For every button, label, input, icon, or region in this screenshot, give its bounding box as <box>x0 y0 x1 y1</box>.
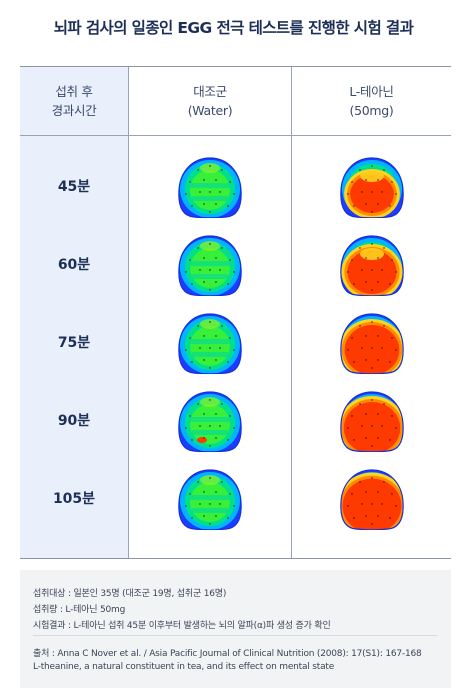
time-column <box>20 67 129 558</box>
header-theanine-line2: (50mg) <box>349 103 394 118</box>
theanine-brain-map <box>340 313 404 374</box>
control-brain-map <box>178 157 242 218</box>
row-time-label: 45분 <box>57 179 91 195</box>
note-source-title: L-theanine, a natural constituent in tea… <box>33 662 335 672</box>
control-brain-map <box>178 235 242 296</box>
note-divider <box>33 635 438 636</box>
note-subjects: 섭취대상 : 일본인 35명 (대조군 19명, 섭취군 16명) <box>33 589 227 599</box>
header-theanine: L-테아닌 (50mg) <box>292 67 451 135</box>
table-row: 75분 <box>20 303 451 381</box>
header-time-line2: 경과시간 <box>51 103 97 118</box>
theanine-brain-map <box>340 235 404 296</box>
row-time-label: 90분 <box>57 413 91 429</box>
header-divider <box>20 135 451 136</box>
row-time-label: 105분 <box>52 491 96 507</box>
note-dose: 섭취량 : L-테아닌 50mg <box>33 605 126 615</box>
page-title: 뇌파 검사의 일종인 EGG 전극 테스트를 진행한 시험 결과 <box>53 19 414 37</box>
column-divider <box>291 67 292 558</box>
control-brain-map <box>178 391 242 452</box>
study-notes: 섭취대상 : 일본인 35명 (대조군 19명, 섭취군 16명) 섭취량 : … <box>20 570 451 688</box>
row-time-label: 75분 <box>57 335 91 351</box>
table-row: 90분 <box>20 381 451 459</box>
row-time-label: 60분 <box>57 257 91 273</box>
header-elapsed-time: 섭취 후 경과시간 <box>20 67 128 135</box>
table-row: 105분 <box>20 459 451 537</box>
header-control-line2: (Water) <box>187 103 233 118</box>
header-theanine-line1: L-테아닌 <box>349 84 394 99</box>
theanine-brain-map <box>340 469 404 530</box>
header-control: 대조군 (Water) <box>129 67 291 135</box>
note-source: 출처 : Anna C Nover et al. / Asia Pacific … <box>33 649 422 659</box>
control-brain-map <box>178 469 242 530</box>
theanine-brain-map <box>340 157 404 218</box>
header-control-line1: 대조군 <box>193 84 227 99</box>
header-time-line1: 섭취 후 <box>55 84 93 99</box>
table-row: 45분 <box>20 147 451 225</box>
note-result: 시험결과 : L-테아닌 섭취 45분 이후부터 발생하는 뇌의 알파(α)파 … <box>33 621 331 631</box>
results-table: 섭취 후 경과시간 대조군 (Water) L-테아닌 (50mg) 45분 6… <box>20 66 451 559</box>
control-brain-map <box>178 313 242 374</box>
theanine-brain-map <box>340 391 404 452</box>
table-row: 60분 <box>20 225 451 303</box>
